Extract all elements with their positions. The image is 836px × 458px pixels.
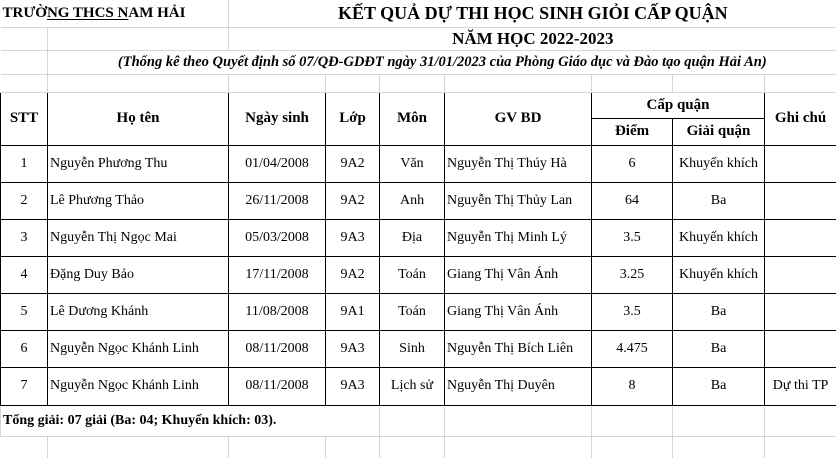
header-note: Ghi chú [765,92,836,145]
header-score: Điểm [592,118,673,145]
cell-dob: 11/08/2008 [229,293,326,330]
cell-stt: 3 [1,219,48,256]
cell-name: Nguyễn Thị Ngọc Mai [48,219,229,256]
cell-teacher: Nguyễn Thị Duyên [445,367,592,405]
cell-teacher: Nguyễn Thị Thủy Lan [445,182,592,219]
cell-stt: 7 [1,367,48,405]
cell-teacher: Giang Thị Vân Ánh [445,256,592,293]
cell-subject: Lịch sử [380,367,445,405]
cell-subject: Anh [380,182,445,219]
cell-class: 9A2 [326,182,380,219]
cell-subject: Toán [380,293,445,330]
cell-class: 9A2 [326,256,380,293]
header-dob: Ngày sinh [229,92,326,145]
cell-name: Nguyễn Phương Thu [48,145,229,182]
cell-note [765,219,836,256]
cell-note: Dự thi TP [765,367,836,405]
cell-stt: 1 [1,145,48,182]
cell-score: 3.5 [592,219,673,256]
cell-stt: 4 [1,256,48,293]
cell-prize: Ba [673,293,765,330]
cell-name: Lê Dương Khánh [48,293,229,330]
header-name: Họ tên [48,92,229,145]
cell-subject: Sinh [380,330,445,367]
header-level: Cấp quận [592,92,765,118]
cell-stt: 5 [1,293,48,330]
results-table: STT Họ tên Ngày sinh Lớp Môn GV BD Cấp q… [1,92,836,145]
cell-prize: Khuyến khích [673,145,765,182]
cell-teacher: Giang Thị Vân Ánh [445,293,592,330]
cell-name: Đặng Duy Bảo [48,256,229,293]
cell-teacher: Nguyễn Thị Thúy Hà [445,145,592,182]
cell-score: 6 [592,145,673,182]
cell-name: Lê Phương Thảo [48,182,229,219]
cell-score: 3.5 [592,293,673,330]
header-stt: STT [1,92,48,145]
summary: Tổng giải: 07 giải (Ba: 04; Khuyến khích… [1,405,380,436]
cell-class: 9A3 [326,367,380,405]
cell-teacher: Nguyễn Thị Minh Lý [445,219,592,256]
cell-stt: 2 [1,182,48,219]
cell-dob: 08/11/2008 [229,367,326,405]
header-class: Lớp [326,92,380,145]
cell-note [765,256,836,293]
cell-dob: 17/11/2008 [229,256,326,293]
cell-score: 64 [592,182,673,219]
cell-score: 3.25 [592,256,673,293]
school-year: NĂM HỌC 2022-2023 [229,27,836,50]
cell-subject: Địa [380,219,445,256]
subtitle: (Thống kê theo Quyết định số 07/QĐ-GDĐT … [48,50,836,74]
cell-prize: Ba [673,330,765,367]
cell-prize: Khuyến khích [673,256,765,293]
cell-prize: Ba [673,182,765,219]
page-title: KẾT QUẢ DỰ THI HỌC SINH GIỎI CẤP QUẬN [229,0,836,27]
cell-class: 9A3 [326,330,380,367]
cell-class: 9A1 [326,293,380,330]
cell-note [765,182,836,219]
cell-stt: 6 [1,330,48,367]
cell-note [765,330,836,367]
cell-name: Nguyễn Ngọc Khánh Linh [48,367,229,405]
header-prize: Giải quận [673,118,765,145]
cell-note [765,293,836,330]
cell-teacher: Nguyễn Thị Bích Liên [445,330,592,367]
cell-dob: 26/11/2008 [229,182,326,219]
cell-class: 9A2 [326,145,380,182]
cell-name: Nguyễn Ngọc Khánh Linh [48,330,229,367]
cell-score: 4.475 [592,330,673,367]
cell-note [765,145,836,182]
cell-dob: 01/04/2008 [229,145,326,182]
school-name: TRƯỜNG THCS NAM HẢI [1,0,229,27]
header-teacher: GV BD [445,92,592,145]
cell-score: 8 [592,367,673,405]
cell-dob: 05/03/2008 [229,219,326,256]
header-subject: Môn [380,92,445,145]
cell-dob: 08/11/2008 [229,330,326,367]
cell-subject: Văn [380,145,445,182]
cell-class: 9A3 [326,219,380,256]
cell-prize: Khuyến khích [673,219,765,256]
cell-prize: Ba [673,367,765,405]
cell-subject: Toán [380,256,445,293]
